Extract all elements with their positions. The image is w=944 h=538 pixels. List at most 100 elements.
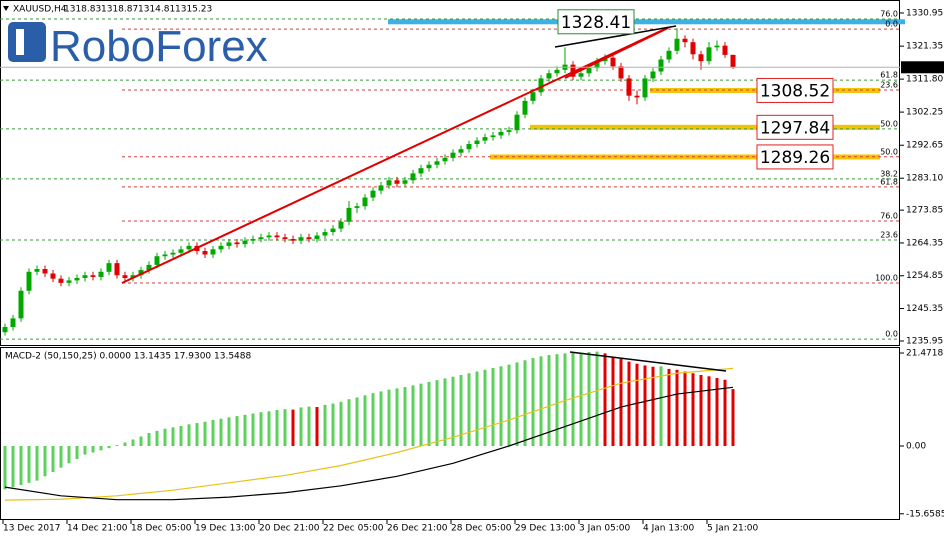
x-tick-label: 18 Dec 05:00 [131, 524, 192, 534]
fib-label: 0.0 [885, 330, 898, 339]
candle-body [370, 190, 376, 198]
histogram-bar [347, 399, 351, 446]
histogram-bar [475, 371, 479, 446]
candle-body [290, 238, 296, 241]
candle-body [386, 180, 392, 186]
candles [2, 28, 736, 336]
candle-body [250, 238, 256, 241]
candle-body [666, 50, 672, 60]
candle-body [578, 73, 584, 77]
level-label: 1289.26 [760, 148, 830, 168]
histogram-bar [299, 407, 303, 446]
candle-body [10, 318, 16, 328]
candle-body [514, 114, 520, 131]
histogram-bar [363, 395, 367, 446]
histogram-bar [579, 352, 583, 446]
x-tick-label: 19 Dec 13:00 [195, 524, 256, 534]
histogram-bar [155, 430, 159, 446]
level-band [490, 154, 880, 160]
histogram-bar [219, 418, 223, 446]
histogram-bar [259, 412, 263, 446]
histogram-bar [667, 368, 671, 446]
logo-icon [8, 22, 46, 62]
candle-body [346, 207, 352, 222]
candle-body [154, 256, 160, 265]
candle-body [138, 270, 144, 276]
divergence-line [569, 351, 727, 372]
x-tick-label: 20 Dec 21:00 [259, 524, 320, 534]
main-panel [0, 0, 900, 346]
histogram-bar [611, 356, 615, 446]
candle-body [274, 235, 280, 238]
trend-line [121, 28, 666, 284]
candle-body [618, 66, 624, 79]
fib-label: 61.8 [880, 177, 898, 186]
histogram-bar [227, 417, 231, 446]
level-box [756, 77, 834, 103]
histogram-bar [163, 428, 167, 446]
candle-body [266, 235, 272, 238]
histogram-bar [459, 374, 463, 446]
histogram-bar [387, 389, 391, 446]
histogram-bar [731, 389, 735, 446]
histogram-bar [627, 361, 631, 446]
y-tick-label: 1245.35 [906, 304, 943, 314]
y-tick-label: 1235.95 [906, 336, 943, 346]
candle-body [658, 59, 664, 72]
histogram-bar [651, 366, 655, 446]
x-tick-label: 29 Dec 13:00 [515, 524, 576, 534]
histogram-bar [211, 420, 215, 446]
candle-body [130, 275, 136, 278]
histogram-bar [315, 407, 319, 446]
histogram-bar [467, 373, 471, 446]
y-tick-label: 1273.85 [906, 206, 943, 216]
histogram-bar [419, 383, 423, 446]
histogram-bar [523, 360, 527, 446]
histogram-bar [139, 436, 143, 446]
trend-line [564, 27, 669, 79]
candle-body [330, 228, 336, 233]
fib-label: 76.0 [880, 10, 898, 19]
histogram-bar [595, 351, 599, 446]
histogram-bar [3, 445, 7, 490]
histogram-bar [723, 379, 727, 446]
fib-label: 23.6 [880, 231, 898, 240]
candle-body [402, 180, 408, 184]
y-tick-label: 1330.95 [906, 9, 943, 19]
candle-body [498, 131, 504, 136]
candle-body [682, 38, 688, 43]
x-tick-label: 14 Dec 21:00 [67, 524, 128, 534]
histogram-bar [83, 445, 87, 455]
x-tick-label: 13 Dec 2017 [3, 524, 61, 534]
histogram-bar [635, 363, 639, 446]
histogram-bar [435, 380, 439, 446]
candle-body [698, 54, 704, 62]
y-tick-label: 1254.85 [906, 271, 943, 281]
histogram-bar [507, 364, 511, 446]
candle-body [538, 78, 544, 93]
price-tag [901, 61, 944, 74]
fib-label: 100.0 [875, 273, 898, 282]
histogram-bar [675, 369, 679, 446]
level-label: 1297.84 [760, 118, 830, 138]
level-band [530, 124, 880, 130]
histogram-bar [683, 371, 687, 446]
candle-body [74, 277, 80, 281]
logo-icon [16, 29, 24, 55]
signal-line [4, 367, 734, 501]
candle-body [298, 237, 304, 241]
y-tick-label: 1283.10 [906, 174, 943, 184]
candle-body [426, 164, 432, 169]
histogram-bar [587, 352, 591, 446]
candle-body [610, 57, 616, 67]
candle-body [706, 47, 712, 62]
histogram-bar [491, 368, 495, 446]
histogram-bar [643, 365, 647, 446]
histogram-bar [59, 445, 63, 468]
y-tick-label: 21.4718 [906, 349, 943, 359]
candle-body [282, 237, 288, 239]
histogram-bar [123, 442, 127, 446]
symbol-icon [3, 6, 9, 11]
candle-body [586, 68, 592, 74]
candle-body [234, 242, 240, 245]
